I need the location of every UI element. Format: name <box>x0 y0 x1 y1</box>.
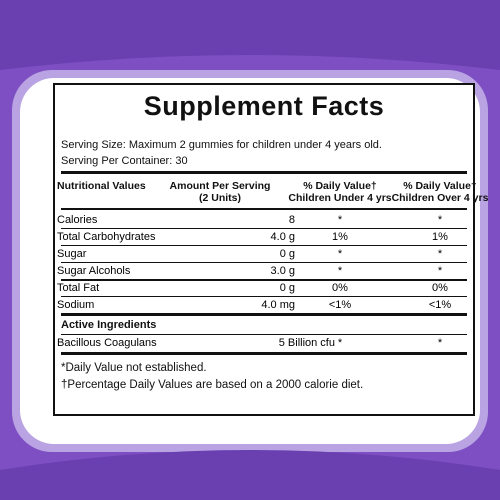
table-row: Sugar 0 g * * <box>57 246 467 263</box>
table-cell: * <box>437 214 443 226</box>
table-cell: Sodium <box>57 299 95 311</box>
table-cell: * <box>337 337 343 349</box>
footnote: †Percentage Daily Values are based on a … <box>61 379 364 391</box>
footnote: *Daily Value not established. <box>61 362 207 374</box>
serving-line: Serving Size: Maximum 2 gummies for chil… <box>61 139 382 151</box>
table-cell: 5 Billion cfu <box>278 337 335 349</box>
table-cell: 4.0 g <box>270 231 295 243</box>
rule <box>61 208 467 210</box>
rule <box>61 313 467 316</box>
rule <box>61 262 467 263</box>
table-cell: 8 <box>288 214 295 226</box>
rule <box>61 245 467 246</box>
table-cell: 0% <box>332 282 348 294</box>
table-row: Sodium 4.0 mg <1% <1% <box>57 297 467 314</box>
table-cell: * <box>437 248 443 260</box>
table-cell: Sugar Alcohols <box>57 265 131 277</box>
table-cell: 0 g <box>279 248 295 260</box>
column-header: Amount Per Serving <box>169 180 271 192</box>
rule <box>61 228 467 229</box>
table-row: Calories 8 * * <box>57 212 467 229</box>
table-cell: 3.0 g <box>270 265 295 277</box>
facts-panel: Supplement Facts Serving Size: Maximum 2… <box>53 83 488 416</box>
table-row: Total Carbohydrates 4.0 g 1% 1% <box>57 229 467 246</box>
rule <box>61 171 467 174</box>
table-cell: * <box>337 265 343 277</box>
rule <box>61 334 467 335</box>
table-cell: Total Fat <box>57 282 100 294</box>
table-cell: <1% <box>428 299 452 311</box>
table-cell: * <box>337 248 343 260</box>
column-header: Children Over 4 yrs <box>391 192 489 204</box>
table-cell: 4.0 mg <box>261 299 295 311</box>
table-row: Sugar Alcohols 3.0 g * * <box>57 263 467 280</box>
table-cell: * <box>437 337 443 349</box>
table-cell: Bacillous Coagulans <box>57 337 157 349</box>
rule <box>61 352 467 355</box>
table-cell: Calories <box>57 214 98 226</box>
rule <box>61 279 467 281</box>
rule <box>61 296 467 297</box>
table-cell: 0 g <box>279 282 295 294</box>
table-cell: <1% <box>328 299 352 311</box>
column-header: Nutritional Values <box>57 180 146 192</box>
serving-line: Serving Per Container: 30 <box>61 155 188 167</box>
section-heading: Active Ingredients <box>61 319 157 331</box>
table-cell: 0% <box>432 282 448 294</box>
column-header: Children Under 4 yrs <box>288 192 392 204</box>
table-cell: 1% <box>332 231 348 243</box>
column-header: (2 Units) <box>199 192 241 204</box>
table-cell: Sugar <box>57 248 87 260</box>
table-row: Bacillous Coagulans 5 Billion cfu * * <box>57 335 467 352</box>
column-header: % Daily Value† <box>303 180 377 192</box>
table-cell: Total Carbohydrates <box>57 231 156 243</box>
title: Supplement Facts <box>143 91 385 121</box>
table-row: Total Fat 0 g 0% 0% <box>57 280 467 297</box>
table-cell: * <box>437 265 443 277</box>
table-cell: * <box>337 214 343 226</box>
table-cell: 1% <box>432 231 448 243</box>
column-header: % Daily Value† <box>403 180 477 192</box>
